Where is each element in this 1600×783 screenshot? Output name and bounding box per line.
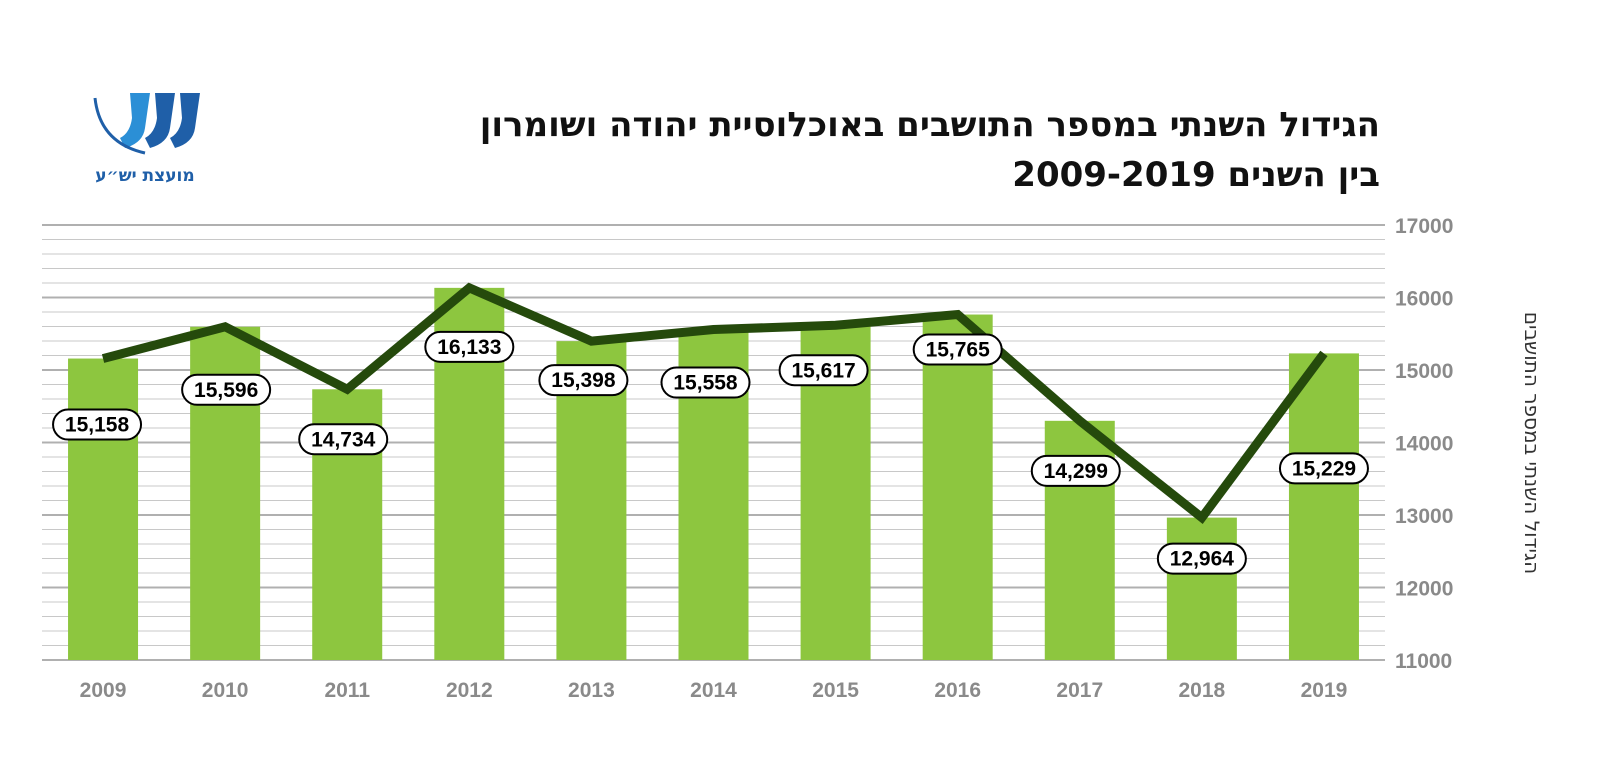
data-label: 12,964: [1170, 548, 1235, 571]
x-tick-label: 2018: [1179, 679, 1226, 702]
org-name: מועצת יש״ע: [95, 166, 195, 186]
data-label-box: [181, 373, 272, 406]
x-tick-label: 2013: [568, 679, 615, 702]
data-label: 15,617: [791, 359, 855, 382]
data-label-box: [1156, 542, 1247, 575]
chart-title: הגידול השנתי במספר התושבים באוכלוסיית יה…: [480, 100, 1380, 200]
x-tick-label: 2009: [80, 679, 127, 702]
data-label-box: [912, 333, 1003, 366]
series-line: [101, 282, 1328, 525]
data-label: 15,558: [673, 372, 738, 395]
y-tick-label: 16000: [1395, 288, 1453, 311]
x-tick-label: 2014: [690, 679, 737, 702]
x-tick-label: 2017: [1056, 679, 1103, 702]
y-axis-label: הגידול השנתי במספר התושבים: [1520, 312, 1544, 575]
bar: [1288, 353, 1359, 660]
data-label: 16,133: [437, 336, 501, 359]
y-tick-label: 14000: [1395, 433, 1453, 456]
data-label: 15,398: [551, 369, 616, 392]
logo-mark-icon: [93, 93, 200, 155]
y-tick-label: 13000: [1395, 505, 1453, 528]
data-label: 15,596: [194, 379, 258, 402]
data-label-box: [660, 366, 751, 399]
x-tick-label: 2019: [1301, 679, 1348, 702]
data-label-box: [1030, 454, 1121, 487]
x-tick-label: 2016: [934, 679, 981, 702]
title-line-2: בין השנים 2009-2019: [1012, 155, 1380, 195]
data-label: 15,158: [65, 414, 130, 437]
y-tick-label: 11000: [1395, 650, 1452, 673]
data-label-box: [538, 364, 629, 397]
data-label: 14,299: [1044, 460, 1108, 483]
data-label-box: [424, 330, 515, 363]
x-tick-label: 2012: [446, 679, 493, 702]
y-tick-label: 15000: [1395, 360, 1453, 383]
y-tick-label: 12000: [1395, 578, 1453, 601]
data-label-box: [52, 408, 143, 441]
data-label: 14,734: [311, 428, 376, 451]
data-label-box: [298, 423, 389, 456]
x-tick-label: 2010: [202, 679, 249, 702]
data-label-box: [778, 354, 869, 387]
data-label: 15,765: [926, 339, 991, 362]
data-label: 15,229: [1292, 457, 1356, 480]
x-tick-label: 2015: [812, 679, 859, 702]
x-tick-label: 2011: [324, 679, 370, 702]
logo: מועצת יש״ע: [75, 88, 215, 186]
y-tick-label: 17000: [1395, 215, 1453, 238]
bar: [922, 314, 993, 660]
data-label-box: [1278, 452, 1369, 485]
bar: [1166, 517, 1237, 660]
bar: [68, 358, 139, 660]
title-line-1: הגידול השנתי במספר התושבים באוכלוסיית יה…: [479, 105, 1380, 145]
